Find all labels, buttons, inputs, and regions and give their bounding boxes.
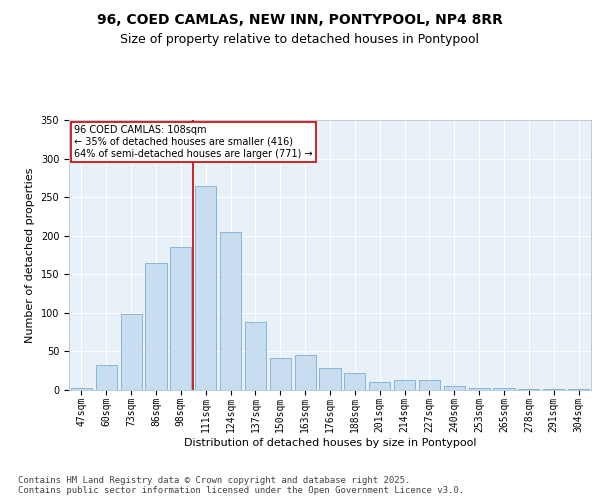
Text: 96 COED CAMLAS: 108sqm
← 35% of detached houses are smaller (416)
64% of semi-de: 96 COED CAMLAS: 108sqm ← 35% of detached… bbox=[74, 126, 313, 158]
Bar bbox=[220, 232, 241, 390]
Bar bbox=[96, 364, 117, 390]
Bar bbox=[319, 368, 341, 390]
Bar bbox=[518, 389, 539, 390]
Bar bbox=[245, 322, 266, 390]
Text: Contains HM Land Registry data © Crown copyright and database right 2025.
Contai: Contains HM Land Registry data © Crown c… bbox=[18, 476, 464, 495]
Bar bbox=[469, 388, 490, 390]
Bar bbox=[195, 186, 216, 390]
Bar bbox=[444, 386, 465, 390]
Bar bbox=[419, 380, 440, 390]
Bar bbox=[369, 382, 390, 390]
Bar bbox=[71, 388, 92, 390]
Bar bbox=[493, 388, 515, 390]
Text: Size of property relative to detached houses in Pontypool: Size of property relative to detached ho… bbox=[121, 32, 479, 46]
Bar bbox=[394, 380, 415, 390]
X-axis label: Distribution of detached houses by size in Pontypool: Distribution of detached houses by size … bbox=[184, 438, 476, 448]
Text: 96, COED CAMLAS, NEW INN, PONTYPOOL, NP4 8RR: 96, COED CAMLAS, NEW INN, PONTYPOOL, NP4… bbox=[97, 12, 503, 26]
Bar bbox=[568, 389, 589, 390]
Bar bbox=[145, 262, 167, 390]
Bar bbox=[344, 373, 365, 390]
Bar bbox=[270, 358, 291, 390]
Bar bbox=[121, 314, 142, 390]
Bar bbox=[170, 248, 191, 390]
Bar bbox=[543, 389, 564, 390]
Bar bbox=[295, 356, 316, 390]
Y-axis label: Number of detached properties: Number of detached properties bbox=[25, 168, 35, 342]
